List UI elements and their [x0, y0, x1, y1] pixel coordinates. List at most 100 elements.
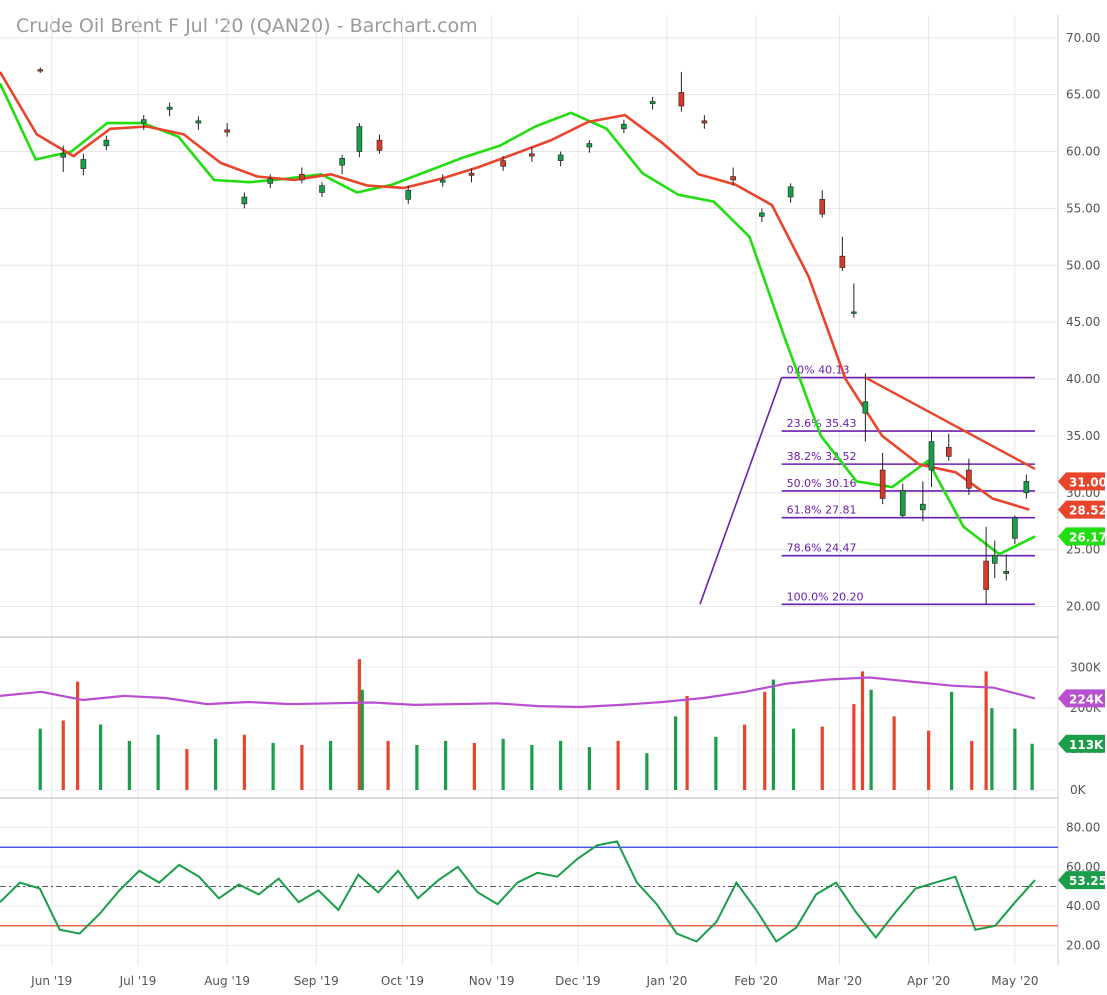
volume-value-tag-text: 224K	[1069, 692, 1104, 706]
volume-bar	[674, 716, 678, 790]
rsi-tick-label: 60.00	[1066, 860, 1100, 874]
volume-bar	[616, 740, 620, 790]
volume-bar	[869, 689, 873, 790]
volume-value-tag: 113K	[1058, 734, 1105, 753]
volume-bar	[242, 734, 246, 790]
candle-body	[899, 490, 906, 516]
fib-level-label: 61.8% 27.81	[787, 504, 857, 517]
price-value-tag: 31.00	[1058, 472, 1107, 491]
volume-value-tag-shape	[1058, 734, 1105, 753]
volume-average-line	[0, 676, 1036, 709]
candle-body	[991, 555, 998, 564]
volume-bar	[990, 708, 994, 790]
candle-body	[920, 503, 926, 511]
candle-body	[701, 120, 708, 124]
candle-body	[267, 178, 274, 184]
volume-bar	[38, 728, 42, 790]
x-tick-label: Nov '19	[469, 974, 515, 988]
price-tick-label: 65.00	[1066, 88, 1100, 102]
volume-bar	[444, 740, 448, 790]
candle-body	[839, 255, 846, 268]
price-tick-label: 45.00	[1066, 315, 1100, 329]
candle-body	[787, 186, 794, 198]
trend-line	[864, 376, 1036, 470]
volume-bar	[329, 740, 333, 790]
value-tags: 31.00 28.52 26.17 224K 113K 53.25	[1058, 472, 1107, 890]
grid	[0, 15, 1059, 965]
volume-bar	[970, 740, 974, 790]
fib-level-label: 50.0% 30.16	[787, 477, 857, 490]
volume-bar	[386, 740, 390, 790]
volume-bar	[685, 695, 689, 790]
candle-body	[80, 159, 87, 169]
candle-body	[819, 198, 826, 215]
fib-level-label: 0.0% 40.13	[787, 364, 850, 377]
axes: Jun '19 Jul '19 Aug '19 Sep '19 Oct '19 Nov '…	[30, 31, 1102, 988]
candle-body	[678, 92, 685, 107]
candle-body	[759, 212, 765, 217]
candle-body	[966, 469, 972, 489]
volume-bar	[156, 734, 160, 790]
candle-body	[529, 153, 535, 157]
candle-body	[195, 120, 202, 124]
volume-tick-label: 0K	[1070, 783, 1087, 797]
fib-level-label: 38.2% 32.52	[787, 450, 857, 463]
volume-bar	[587, 747, 591, 790]
x-tick-label: Sep '19	[294, 974, 339, 988]
candle-body	[945, 446, 952, 457]
candle-body	[405, 189, 412, 200]
rsi-tick-label: 80.00	[1066, 821, 1100, 835]
volume-bar	[99, 724, 103, 790]
volume-bar	[76, 681, 80, 790]
candle-body	[376, 139, 383, 151]
candle-body	[928, 441, 935, 471]
rsi-value-tag-shape	[1058, 871, 1105, 890]
fib-anchor-line	[699, 377, 783, 605]
price-tick-label: 55.00	[1066, 201, 1100, 215]
volume-bar	[743, 724, 747, 790]
volume-value-tag-text: 113K	[1069, 738, 1104, 752]
candle-body	[1023, 481, 1030, 494]
price-tick-label: 70.00	[1066, 31, 1100, 45]
price-panel: 0.0% 40.13 23.6% 35.43 38.2% 32.52 50.0% 30…	[0, 67, 1036, 606]
candle-body	[983, 560, 989, 590]
x-tick-label: Feb '20	[734, 974, 778, 988]
volume-bar	[185, 749, 189, 790]
volume-tick-label: 300K	[1070, 660, 1102, 674]
moving-average-line-1	[0, 71, 1030, 511]
price-tick-label: 40.00	[1066, 372, 1100, 386]
volume-value-tag: 224K	[1058, 689, 1105, 708]
candle-body	[730, 176, 736, 181]
volume-bar	[127, 740, 131, 790]
volume-bar	[860, 671, 865, 790]
volume-bar	[501, 738, 505, 790]
candle-body	[586, 143, 593, 148]
rsi-value-tag-text: 53.25	[1069, 874, 1107, 888]
chart-title: Crude Oil Brent F Jul '20 (QAN20) - Barc…	[16, 15, 478, 37]
rsi-panel	[0, 840, 1058, 943]
volume-value-tag-shape	[1058, 689, 1105, 708]
candle-body	[862, 401, 869, 414]
candle-body	[1003, 570, 1010, 574]
fib-level-label: 100.0% 20.20	[787, 590, 864, 603]
rsi-tick-label: 20.00	[1066, 938, 1100, 952]
x-tick-label: Apr '20	[907, 974, 950, 988]
volume-bar	[927, 730, 931, 790]
volume-bar	[852, 704, 856, 790]
volume-bar	[415, 745, 419, 790]
volume-bar	[300, 745, 304, 790]
candle-body	[621, 123, 627, 130]
volume-bar	[820, 726, 824, 790]
candle-body	[299, 173, 305, 181]
candle-body	[37, 69, 44, 72]
candle-body	[224, 129, 230, 133]
fib-level-label: 78.6% 24.47	[787, 542, 857, 555]
candle-body	[649, 101, 656, 105]
x-tick-label: Jan '20	[646, 974, 688, 988]
candle-body	[339, 158, 345, 166]
candle-body	[140, 119, 147, 124]
candle-body	[166, 106, 173, 110]
volume-bar	[559, 740, 563, 790]
candle-body	[319, 185, 325, 193]
